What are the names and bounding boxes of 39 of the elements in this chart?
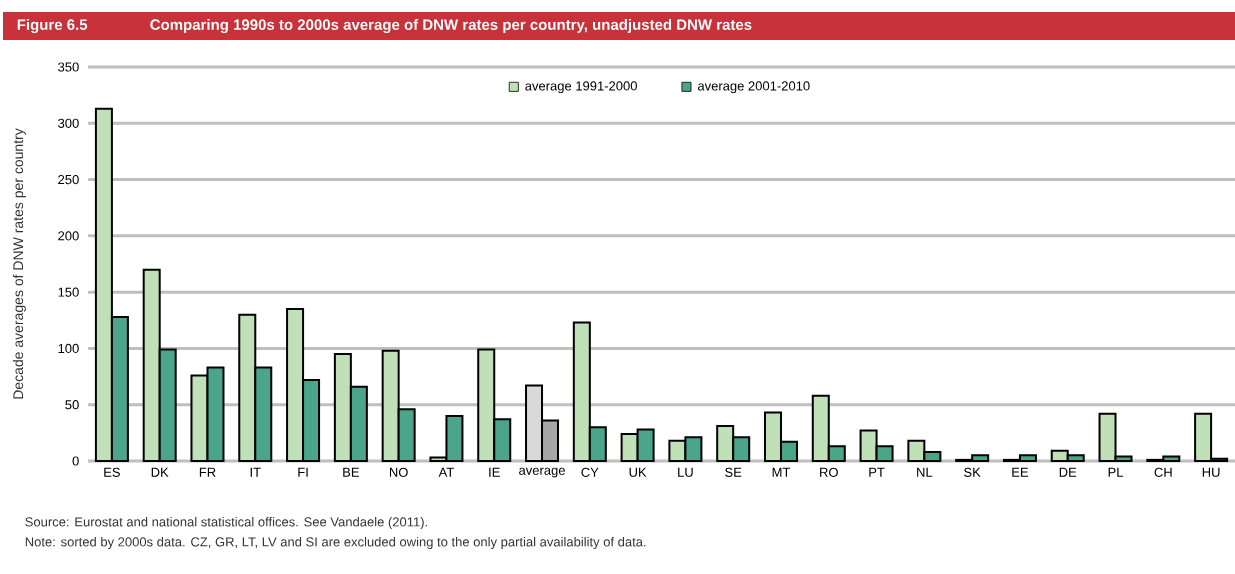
x-tick-label: UK xyxy=(629,467,647,477)
y-axis-title: Decade averages of DNW rates per country xyxy=(12,128,26,399)
y-tick-label: 100 xyxy=(58,343,79,354)
x-tick-label: HU xyxy=(1202,467,1220,477)
x-tick-label: IE xyxy=(489,467,500,477)
x-tick-label: ES xyxy=(104,467,120,477)
chart-subtitle: Comparing 1990s to 2000s average of DNW rates per country, unadjusted DNW rates xyxy=(150,18,752,34)
x-tick-label: CY xyxy=(581,467,599,477)
x-tick-label: NL xyxy=(917,467,933,477)
x-tick-label: EE xyxy=(1012,467,1029,477)
x-tick-label: IT xyxy=(250,467,261,477)
x-tick-label: NO xyxy=(389,467,408,477)
y-tick-label: 300 xyxy=(58,118,79,128)
x-tick-label: CH xyxy=(1154,467,1172,477)
y-tick-label: 350 xyxy=(58,62,79,72)
x-tick-label: LU xyxy=(678,467,693,477)
text: Note: sorted by 2000s data. CZ, GR, LT, LV and SI are excluded owing to the only partial availability of data. xyxy=(25,536,646,550)
x-tick-label: DK xyxy=(151,467,169,477)
y-tick-label: 150 xyxy=(58,287,79,297)
x-tick-label: SE xyxy=(725,467,742,477)
x-tick-label: PT xyxy=(869,467,885,477)
x-tick-label: FR xyxy=(199,467,216,477)
x-tick-label: BE xyxy=(343,467,359,477)
y-tick-label: 50 xyxy=(65,400,79,410)
y-tick-label: 0 xyxy=(72,456,79,466)
x-tick-label: AT xyxy=(438,467,454,477)
x-tick-label: FI xyxy=(298,467,308,477)
x-tick-label: average xyxy=(519,467,565,478)
y-tick-label: 250 xyxy=(58,174,79,185)
y-tick-label: 200 xyxy=(58,231,79,241)
x-tick-label: PL xyxy=(1108,467,1124,477)
x-tick-label: DE xyxy=(1059,467,1077,477)
x-tick-label: RO xyxy=(820,467,838,477)
source-note: Source: Eurostat and national statistical offices. See Vandaele (2011). xyxy=(25,516,427,530)
x-tick-label: SK xyxy=(964,467,981,477)
x-tick-label: MT xyxy=(772,467,791,477)
chart-title: Figure 6.5 xyxy=(17,18,88,34)
legend-label: average 1991-2000 xyxy=(525,81,637,94)
legend-label: average 2001-2010 xyxy=(697,81,810,94)
